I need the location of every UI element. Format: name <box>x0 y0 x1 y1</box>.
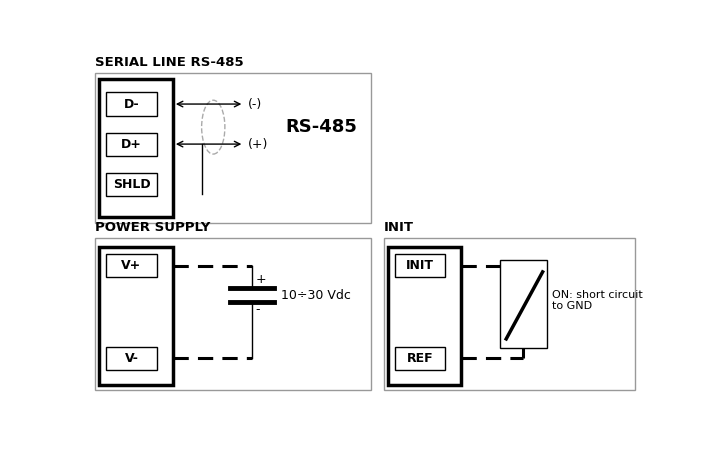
Text: INIT: INIT <box>383 221 413 234</box>
Text: SERIAL LINE RS-485: SERIAL LINE RS-485 <box>96 56 244 69</box>
Bar <box>106 173 156 197</box>
Bar <box>106 254 156 277</box>
Text: D-: D- <box>124 98 139 111</box>
Text: D+: D+ <box>121 138 142 151</box>
Bar <box>99 247 173 385</box>
Bar <box>99 79 173 217</box>
Text: (-): (-) <box>248 98 262 111</box>
Text: REF: REF <box>406 351 433 364</box>
Bar <box>96 73 371 223</box>
Bar <box>383 238 635 391</box>
Text: POWER SUPPLY: POWER SUPPLY <box>96 221 211 234</box>
Text: SHLD: SHLD <box>113 178 151 191</box>
Bar <box>395 346 445 370</box>
Bar <box>500 261 546 348</box>
Text: ON: short circuit
to GND: ON: short circuit to GND <box>552 290 643 311</box>
Bar <box>106 93 156 116</box>
Text: -: - <box>256 303 261 316</box>
Text: 10÷30 Vdc: 10÷30 Vdc <box>281 288 351 302</box>
Bar <box>106 346 156 370</box>
Bar <box>388 247 461 385</box>
Bar <box>106 133 156 156</box>
Text: +: + <box>256 273 266 286</box>
Bar <box>96 238 371 391</box>
Text: (+): (+) <box>248 138 268 151</box>
Text: V+: V+ <box>121 259 141 272</box>
Text: INIT: INIT <box>406 259 434 272</box>
Bar <box>395 254 445 277</box>
Text: RS-485: RS-485 <box>286 118 358 136</box>
Text: V-: V- <box>124 351 139 364</box>
